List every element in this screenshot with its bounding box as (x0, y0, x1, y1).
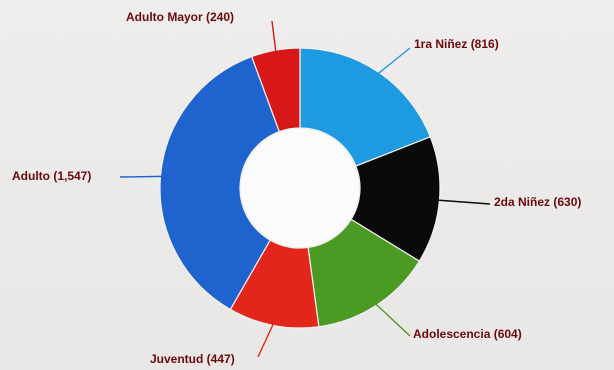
slice-label-adulto-mayor: Adulto Mayor (240) (126, 10, 234, 24)
slice-labels-layer: 1ra Niñez (816) 2da Niñez (630) Adolescenc… (12, 10, 581, 366)
leader-line-adulto (119, 175, 163, 178)
leader-line-juventud (257, 323, 275, 358)
leader-line-1ra-ni-ez (377, 47, 411, 75)
leader-line-adulto-mayor (271, 20, 277, 53)
slice-label-adulto: Adulto (1,547) (12, 169, 91, 183)
leader-line-adolescencia (374, 303, 411, 337)
donut-hole (241, 129, 359, 247)
slice-label-2da-ni-ez: 2da Niñez (630) (494, 195, 581, 209)
slices-layer (159, 47, 441, 329)
slice-label-juventud: Juventud (447) (150, 352, 235, 366)
leader-line-2da-ni-ez (437, 199, 491, 205)
slice-label-1ra-ni-ez: 1ra Niñez (816) (414, 37, 499, 51)
slice-adulto-mayor (250, 47, 301, 133)
leader-lines-layer (119, 20, 491, 358)
slice-1ra-ni-ez (299, 47, 432, 167)
slice-2da-ni-ez (350, 136, 441, 263)
slice-adulto (159, 55, 281, 311)
slice-label-adolescencia: Adolescencia (604) (413, 327, 522, 341)
